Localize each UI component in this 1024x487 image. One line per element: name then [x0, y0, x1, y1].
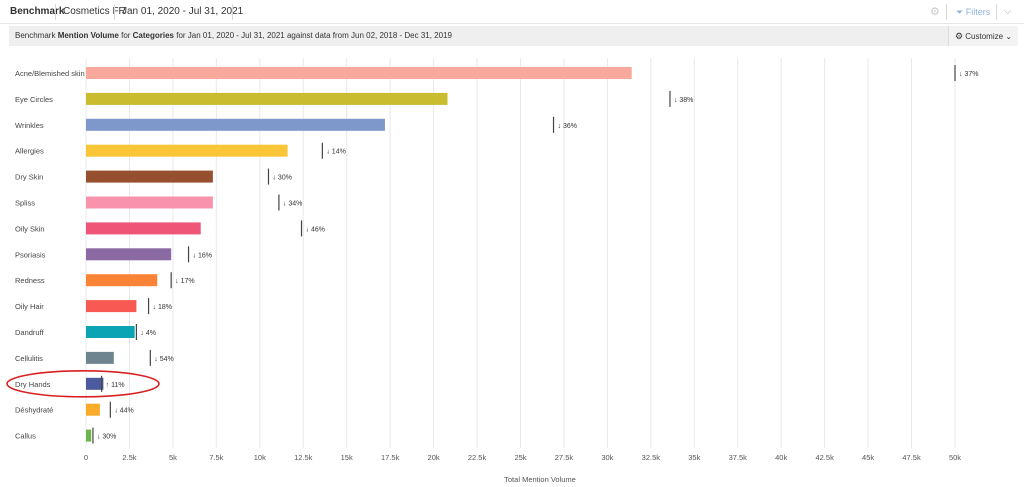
category-label: Dry Skin [15, 173, 43, 182]
gear-icon[interactable]: ⚙ [930, 6, 940, 18]
x-tick-label: 32.5k [642, 453, 661, 462]
category-label: Eye Circles [15, 95, 53, 104]
x-tick-label: 0 [84, 453, 88, 462]
change-label: ↓ 34% [283, 201, 302, 208]
bar [86, 144, 288, 157]
toolbar-divider [946, 4, 947, 20]
bar [86, 300, 137, 313]
change-label: ↓ 46% [306, 226, 325, 233]
category-label: Allergies [15, 147, 44, 156]
category-label: Spliss [15, 199, 35, 208]
chart-header: Benchmark Mention Volume for Categories … [9, 26, 1018, 46]
customize-button[interactable]: ⚙ Customize ⌄ [948, 26, 1018, 46]
change-label: ↓ 30% [272, 175, 291, 182]
bar-chart: 0 2.5k 5k 7.5k 10k 12.5k 15k 17.5k 20k 22.5k 25k 27… [6, 58, 978, 484]
dimension-name: Categories [132, 31, 175, 40]
bar [86, 326, 135, 338]
metric-name: Mention Volume [57, 31, 119, 40]
highlight-ellipse [6, 369, 160, 398]
chart-title: Benchmark Mention Volume for Categories … [15, 31, 452, 40]
category-label: Wrinkles [15, 121, 44, 130]
x-axis-title: Total Mention Volume [504, 475, 576, 484]
change-label: ↓ 14% [326, 149, 345, 156]
bar [86, 377, 104, 390]
bar [86, 196, 213, 209]
benchmark-tab[interactable]: Benchmark [10, 6, 65, 17]
x-tick-label: 2.5k [122, 453, 136, 462]
change-label: ↓ 30% [97, 434, 116, 441]
category-label: Redness [15, 276, 45, 285]
category-label: Oily Hair [15, 302, 44, 311]
filters-button[interactable]: ⏷ Filters [956, 0, 990, 23]
brand-selector[interactable]: Cosmetics FR [63, 6, 126, 17]
toolbar-divider [114, 4, 115, 20]
change-label: ↓ 18% [153, 304, 172, 311]
bar [86, 429, 92, 442]
bar [86, 403, 100, 416]
change-label: ↓ 38% [674, 97, 693, 104]
toolbar-divider [996, 4, 997, 20]
x-tick-label: 25k [514, 453, 526, 462]
x-tick-label: 5k [169, 453, 177, 462]
x-tick-label: 20k [428, 453, 440, 462]
x-tick-label: 47.5k [902, 453, 921, 462]
x-tick-label: 10k [254, 453, 266, 462]
category-label: Acne/Blemished skin [15, 69, 85, 78]
x-tick-label: 15k [341, 453, 353, 462]
chevron-down-icon: ⌄ [1005, 32, 1013, 41]
bar [86, 67, 632, 79]
change-label: ↓ 17% [175, 278, 194, 285]
chevron-down-icon[interactable]: ⌵ [1004, 6, 1012, 17]
category-label: Déshydraté [15, 406, 53, 415]
x-tick-label: 7.5k [209, 453, 223, 462]
filter-icon: ⏷ [956, 7, 964, 17]
category-label: Dry Hands [15, 380, 51, 389]
bar [86, 118, 385, 131]
bar [86, 274, 158, 287]
change-label: ↓ 36% [558, 123, 577, 130]
x-tick-label: 45k [862, 453, 874, 462]
change-label: ↓ 54% [154, 356, 173, 363]
x-tick-label: 27.5k [555, 453, 574, 462]
x-tick-label: 42.5k [815, 453, 834, 462]
gear-icon: ⚙ [954, 31, 964, 41]
change-label: ↓ 37% [959, 71, 978, 78]
x-tick-label: 37.5k [729, 453, 748, 462]
x-tick-label: 17.5k [381, 453, 400, 462]
bar [86, 170, 213, 183]
category-label: Cellulitis [15, 354, 43, 363]
toolbar-divider [55, 4, 56, 20]
top-toolbar: Benchmark Cosmetics FR Jan 01, 2020 - Ju… [0, 0, 1024, 24]
x-tick-label: 12.5k [294, 453, 313, 462]
category-label: Oily Skin [15, 224, 45, 233]
toolbar-divider [232, 4, 233, 20]
x-tick-label: 50k [949, 453, 961, 462]
category-label: Psoriasis [15, 250, 46, 259]
change-label: ↓ 4% [140, 330, 156, 337]
category-label: Callus [15, 432, 36, 441]
category-label: Dandruff [15, 328, 45, 337]
change-label: ↑ 11% [106, 382, 125, 389]
bar [86, 351, 114, 364]
filters-label: Filters [965, 7, 991, 17]
customize-label: Customize [965, 32, 1004, 41]
bar [86, 92, 448, 105]
x-tick-label: 40k [775, 453, 787, 462]
date-range-selector[interactable]: Jan 01, 2020 - Jul 31, 2021 [122, 6, 244, 17]
bar [86, 222, 201, 235]
x-tick-label: 22.5k [468, 453, 487, 462]
change-label: ↓ 16% [193, 252, 212, 259]
bar [86, 248, 172, 261]
change-label: ↓ 44% [114, 408, 133, 415]
x-tick-label: 35k [688, 453, 700, 462]
x-tick-label: 30k [601, 453, 613, 462]
